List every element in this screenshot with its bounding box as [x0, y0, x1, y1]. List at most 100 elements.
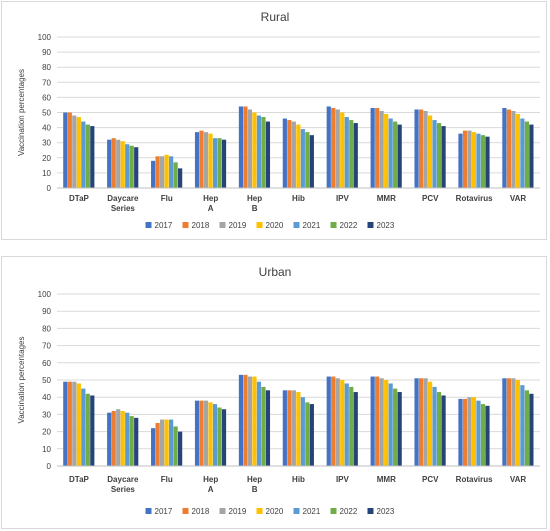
rural-category-label: VAR	[510, 194, 527, 203]
rural-bar-2023-7	[397, 124, 402, 188]
rural-bar-2017-7	[370, 107, 375, 188]
rural-bar-2018-10	[506, 109, 511, 188]
rural-category-label: PCV	[422, 194, 439, 203]
rural-y-tick-label: 100	[38, 33, 52, 42]
urban-bar-2021-0	[81, 388, 86, 466]
urban-bar-2019-7	[379, 378, 384, 466]
rural-legend-label-2017: 2017	[155, 221, 173, 230]
rural-legend-swatch-2019	[219, 222, 226, 228]
urban-bar-2023-6	[353, 392, 358, 466]
rural-legend-label-2021: 2021	[303, 221, 321, 230]
rural-y-tick-label: 30	[42, 139, 51, 148]
urban-bar-2017-6	[326, 376, 331, 466]
rural-bar-2017-8	[414, 109, 419, 188]
rural-y-tick-label: 0	[47, 184, 52, 193]
urban-bar-2020-10	[515, 380, 520, 466]
urban-bar-2021-10	[520, 385, 525, 466]
rural-bar-2023-8	[441, 126, 446, 188]
urban-category-label: Hib	[292, 475, 305, 484]
urban-bar-2017-2	[151, 428, 156, 466]
urban-bar-2021-3	[212, 404, 218, 466]
urban-bar-2019-0	[72, 381, 77, 466]
rural-bar-2018-6	[331, 107, 336, 188]
urban-bar-2020-2	[164, 419, 169, 466]
rural-bar-2023-3	[221, 139, 227, 188]
rural-bar-2022-0	[85, 124, 90, 188]
urban-y-tick-label: 20	[42, 428, 51, 437]
rural-bar-2018-5	[287, 120, 292, 188]
rural-chart-panel: Rural 0 10 20 30 40 50 60 70 80 90 100 Vaccination p…	[1, 1, 547, 240]
urban-bar-2020-1	[120, 410, 125, 466]
urban-y-tick-label: 50	[42, 376, 51, 385]
rural-bar-2021-4	[256, 115, 262, 188]
urban-category-label: PCV	[422, 475, 439, 484]
urban-bar-2022-5	[305, 402, 310, 466]
urban-y-tick-label: 60	[42, 359, 51, 368]
urban-category-label: Flu	[161, 475, 173, 484]
rural-bar-2021-9	[476, 133, 481, 188]
urban-bar-2019-1	[116, 409, 121, 466]
rural-bar-2020-0	[76, 117, 81, 188]
rural-bar-2022-1	[129, 145, 134, 188]
urban-bar-2017-0	[63, 381, 68, 466]
rural-bar-2020-2	[164, 154, 169, 188]
rural-bar-2017-6	[326, 106, 331, 188]
urban-legend-swatch-2020	[256, 508, 263, 514]
urban-category-label: DTaP	[69, 475, 90, 484]
rural-y-axis-label: Vaccination percentages	[17, 69, 26, 156]
rural-y-tick-label: 60	[42, 93, 51, 102]
urban-bar-2022-3	[217, 407, 222, 466]
urban-y-tick-label: 70	[42, 342, 51, 351]
rural-bar-2018-9	[462, 130, 468, 188]
rural-bar-2023-9	[485, 136, 490, 188]
urban-bar-2023-1	[134, 417, 139, 466]
rural-y-tick-label: 50	[42, 109, 51, 118]
urban-legend-swatch-2021	[293, 508, 300, 514]
urban-bar-2018-8	[418, 378, 424, 466]
rural-bar-2020-7	[384, 114, 389, 188]
rural-bar-2022-3	[217, 138, 222, 188]
urban-bar-2019-4	[247, 376, 253, 466]
urban-bar-2023-4	[265, 390, 271, 466]
urban-bar-2022-7	[393, 388, 398, 466]
urban-category-label: MMR	[377, 475, 396, 484]
urban-bar-2022-0	[85, 393, 90, 466]
urban-legend-swatch-2022	[330, 508, 337, 514]
rural-y-tick-label: 90	[42, 48, 51, 57]
urban-bar-2023-9	[485, 405, 490, 466]
urban-bar-2022-8	[436, 392, 442, 466]
rural-bar-2019-0	[72, 115, 77, 188]
rural-bar-2018-1	[111, 138, 116, 188]
rural-bar-2017-0	[63, 112, 68, 188]
urban-bar-2020-9	[471, 397, 477, 466]
urban-y-tick-label: 90	[42, 307, 51, 316]
rural-bar-2018-2	[155, 156, 160, 188]
urban-bar-2018-6	[331, 376, 336, 466]
rural-chart-title: Rural	[261, 10, 290, 24]
rural-y-tick-label: 40	[42, 124, 51, 133]
rural-bar-2019-2	[160, 156, 165, 188]
urban-bar-2018-9	[462, 398, 468, 466]
rural-bar-2018-7	[375, 107, 380, 188]
rural-category-label: Flu	[161, 194, 173, 203]
rural-bar-2019-5	[291, 121, 296, 188]
rural-bar-2019-1	[116, 139, 121, 188]
rural-bar-2021-1	[125, 144, 130, 188]
urban-bar-2022-1	[129, 416, 134, 466]
urban-bar-2018-2	[155, 423, 160, 466]
rural-bar-2019-4	[247, 109, 253, 188]
rural-bar-2021-2	[169, 156, 174, 188]
rural-chart: Rural 0 10 20 30 40 50 60 70 80 90 100 Vaccination p…	[17, 10, 540, 230]
rural-bar-2017-2	[151, 160, 156, 188]
rural-legend-swatch-2017	[145, 222, 152, 228]
rural-bar-2022-10	[524, 121, 529, 188]
rural-bar-2020-1	[120, 141, 125, 188]
urban-bar-2021-1	[125, 412, 130, 466]
urban-bar-2022-10	[524, 390, 529, 466]
urban-y-axis-label: Vaccination percentages	[17, 336, 26, 423]
urban-bar-2018-10	[506, 378, 511, 466]
urban-bar-2018-4	[243, 374, 248, 466]
rural-legend-label-2023: 2023	[377, 221, 395, 230]
urban-legend-label-2019: 2019	[229, 507, 247, 516]
rural-bar-2019-7	[379, 110, 384, 188]
